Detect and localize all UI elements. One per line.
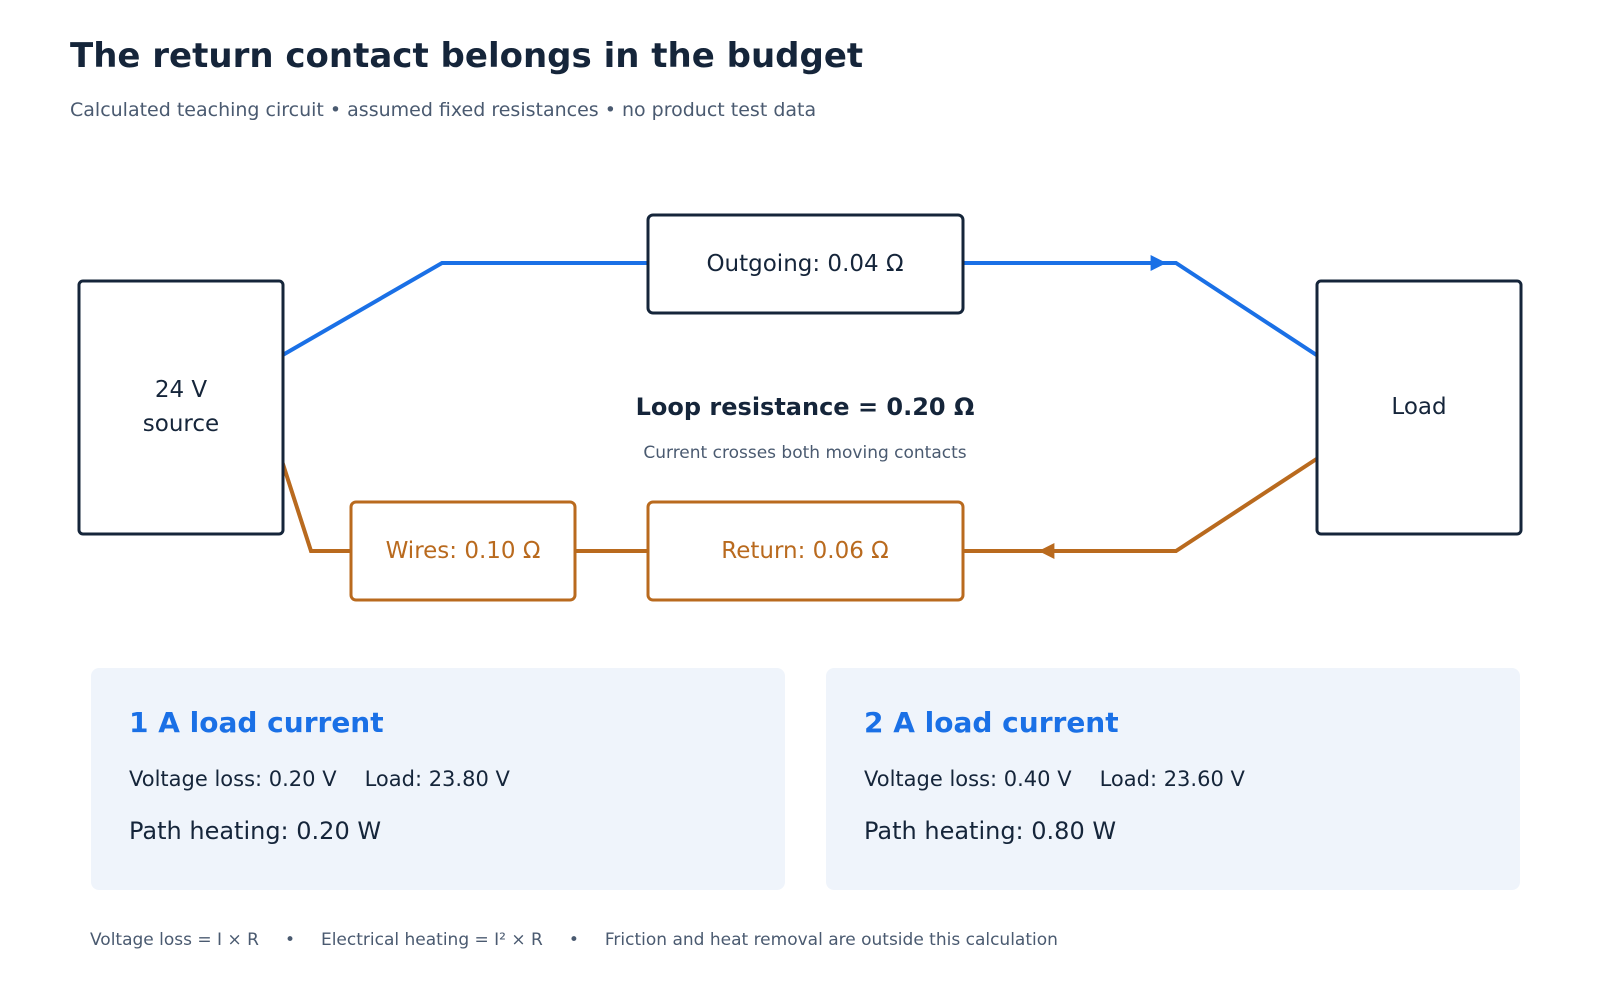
page-title: The return contact belongs in the budget [70, 36, 864, 76]
card-1a-load-current: 1 A load current Voltage loss: 0.20 V Loa… [91, 668, 785, 890]
return-wire-left [279, 457, 353, 553]
card-values-row: Voltage loss: 0.40 V Load: 23.60 V [864, 767, 1245, 791]
outgoing-contact-box [646, 213, 965, 315]
formula-footer: Voltage loss = I × R • Electrical heating … [90, 930, 1058, 950]
outgoing-wire-right [961, 261, 1320, 358]
circuit-diagram: 24 V source Load Outgoing: 0.04 Ω Wires:… [77, 213, 1523, 602]
card-heading: 1 A load current [129, 706, 384, 739]
card-heading: 2 A load current [864, 706, 1119, 739]
return-contact-box [646, 500, 965, 602]
page-subtitle: Calculated teaching circuit • assumed fi… [70, 99, 817, 121]
card-values-row: Voltage loss: 0.20 V Load: 23.80 V [129, 767, 510, 791]
outgoing-contact-label: Outgoing: 0.04 Ω [706, 251, 903, 277]
card-2a-load-current: 2 A load current Voltage loss: 0.40 V Loa… [826, 668, 1520, 890]
return-contact-label: Return: 0.06 Ω [721, 538, 888, 564]
source-label-line1: 24 V [155, 377, 208, 403]
load-voltage-value: Load: 23.80 V [364, 767, 510, 791]
loop-resistance-note: Current crosses both moving contacts [643, 443, 966, 463]
path-heating-value: Path heating: 0.20 W [129, 817, 382, 845]
wires-box [349, 500, 577, 602]
wires-label: Wires: 0.10 Ω [386, 538, 541, 564]
path-heating-value: Path heating: 0.80 W [864, 817, 1117, 845]
voltage-loss-value: Voltage loss: 0.20 V [129, 767, 337, 791]
load-voltage-value: Load: 23.60 V [1099, 767, 1245, 791]
outgoing-wire-left [279, 261, 647, 358]
voltage-loss-formula: Voltage loss = I × R [90, 930, 259, 950]
heating-formula: Electrical heating = I² × R [320, 930, 543, 950]
footer-separator: • [284, 930, 295, 950]
scope-note: Friction and heat removal are outside th… [604, 930, 1058, 950]
footer-separator: • [568, 930, 579, 950]
source-label-line2: source [143, 411, 219, 437]
loop-resistance-label: Loop resistance = 0.20 Ω [636, 393, 975, 421]
load-box [1315, 279, 1523, 536]
return-wire-right [961, 456, 1320, 553]
load-label: Load [1391, 394, 1446, 420]
source-box [77, 279, 285, 536]
voltage-loss-value: Voltage loss: 0.40 V [864, 767, 1072, 791]
